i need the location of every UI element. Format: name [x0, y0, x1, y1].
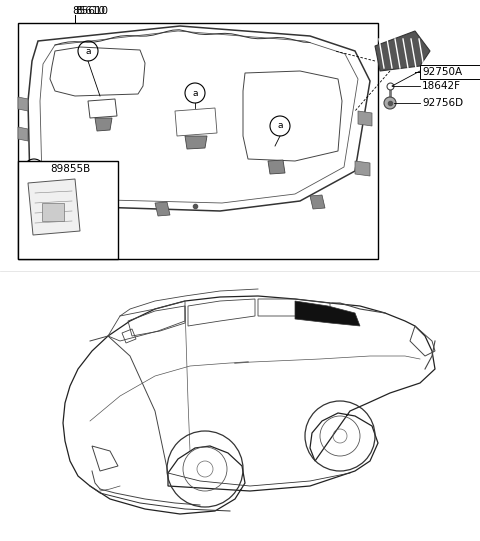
Circle shape	[384, 97, 396, 109]
Polygon shape	[185, 136, 207, 149]
Text: a: a	[85, 47, 91, 56]
Polygon shape	[28, 179, 80, 235]
Polygon shape	[375, 31, 430, 71]
Text: a: a	[31, 164, 37, 174]
Polygon shape	[268, 160, 285, 174]
Polygon shape	[155, 202, 170, 216]
Polygon shape	[295, 301, 360, 326]
Polygon shape	[18, 97, 28, 111]
Text: 85610: 85610	[72, 6, 105, 16]
Bar	[18, 23, 378, 259]
Polygon shape	[310, 195, 325, 209]
Text: 92756D: 92756D	[422, 98, 463, 108]
FancyBboxPatch shape	[420, 65, 480, 79]
Text: 18642F: 18642F	[422, 81, 461, 91]
Polygon shape	[18, 127, 28, 141]
Text: a: a	[192, 89, 198, 97]
Polygon shape	[95, 118, 112, 131]
Bar	[42, 203, 64, 221]
Text: 85610: 85610	[75, 6, 108, 16]
Polygon shape	[358, 111, 372, 126]
Text: 89855B: 89855B	[50, 164, 90, 174]
Polygon shape	[355, 161, 370, 176]
Text: a: a	[277, 122, 283, 130]
Text: 92750A: 92750A	[422, 67, 462, 77]
Bar	[18, 161, 118, 259]
